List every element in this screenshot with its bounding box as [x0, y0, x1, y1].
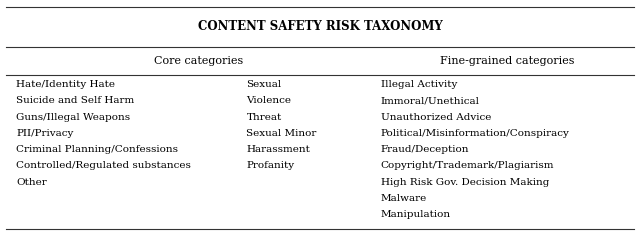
Text: CONTENT SAFETY RISK TAXONOMY: CONTENT SAFETY RISK TAXONOMY: [198, 20, 442, 33]
Text: Fraud/Deception: Fraud/Deception: [381, 145, 469, 154]
Text: Illegal Activity: Illegal Activity: [381, 80, 457, 89]
Text: Threat: Threat: [246, 113, 282, 122]
Text: Harassment: Harassment: [246, 145, 310, 154]
Text: Manipulation: Manipulation: [381, 210, 451, 219]
Text: High Risk Gov. Decision Making: High Risk Gov. Decision Making: [381, 178, 549, 187]
Text: Immoral/Unethical: Immoral/Unethical: [381, 96, 480, 105]
Text: Guns/Illegal Weapons: Guns/Illegal Weapons: [16, 113, 130, 122]
Text: Criminal Planning/Confessions: Criminal Planning/Confessions: [16, 145, 178, 154]
Text: Malware: Malware: [381, 194, 427, 203]
Text: Profanity: Profanity: [246, 161, 294, 170]
Text: Unauthorized Advice: Unauthorized Advice: [381, 113, 491, 122]
Text: Other: Other: [16, 178, 47, 187]
Text: Sexual Minor: Sexual Minor: [246, 129, 317, 138]
Text: Violence: Violence: [246, 96, 291, 105]
Text: Political/Misinformation/Conspiracy: Political/Misinformation/Conspiracy: [381, 129, 570, 138]
Text: Hate/Identity Hate: Hate/Identity Hate: [16, 80, 115, 89]
Text: Controlled/Regulated substances: Controlled/Regulated substances: [16, 161, 191, 170]
Text: Fine-grained categories: Fine-grained categories: [440, 56, 575, 66]
Text: Copyright/Trademark/Plagiarism: Copyright/Trademark/Plagiarism: [381, 161, 554, 170]
Text: Suicide and Self Harm: Suicide and Self Harm: [16, 96, 134, 105]
Text: Core categories: Core categories: [154, 56, 243, 66]
Text: Sexual: Sexual: [246, 80, 282, 89]
Text: PII/Privacy: PII/Privacy: [16, 129, 74, 138]
